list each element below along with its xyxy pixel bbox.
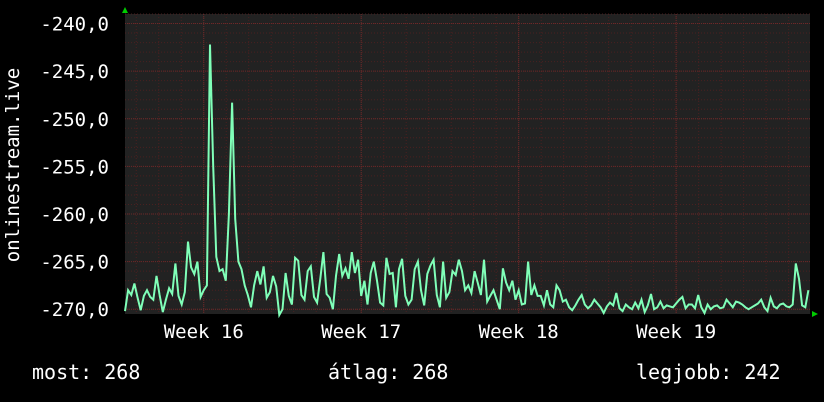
- stat-best: legjobb: 242: [636, 360, 781, 384]
- y-tick-label: -265,0: [40, 252, 109, 274]
- y-tick-label: -240,0: [40, 14, 109, 36]
- y-tick-label: -270,0: [40, 299, 109, 321]
- y-tick-label: -250,0: [40, 109, 109, 131]
- y-axis-label: onlinestream.live: [2, 68, 24, 262]
- y-tick-label: -255,0: [40, 156, 109, 178]
- y-tick-label: -260,0: [40, 204, 109, 226]
- x-axis-arrow-icon: [812, 311, 818, 317]
- y-axis-arrow-icon: [122, 7, 128, 13]
- summary-stats: most: 268 átlag: 268 legjobb: 242: [0, 360, 824, 390]
- x-tick-label: Week 18: [479, 321, 559, 343]
- line-chart: -240,0 -245,0 -250,0 -255,0 -260,0 -265,0 -270…: [2, 7, 818, 343]
- y-axis-ticks: -240,0 -245,0 -250,0 -255,0 -260,0 -265,0 -270…: [40, 14, 109, 322]
- x-axis-ticks: Week 16 Week 17 Week 18 Week 19: [164, 321, 716, 343]
- axis-arrows: [122, 7, 818, 317]
- x-tick-label: Week 16: [164, 321, 244, 343]
- series-line: [124, 44, 810, 319]
- y-tick-label: -245,0: [40, 61, 109, 83]
- x-tick-label: Week 19: [636, 321, 716, 343]
- stat-average: átlag: 268: [328, 360, 449, 384]
- stat-current: most: 268: [32, 360, 141, 384]
- x-tick-label: Week 17: [321, 321, 401, 343]
- plot-background: [125, 14, 810, 314]
